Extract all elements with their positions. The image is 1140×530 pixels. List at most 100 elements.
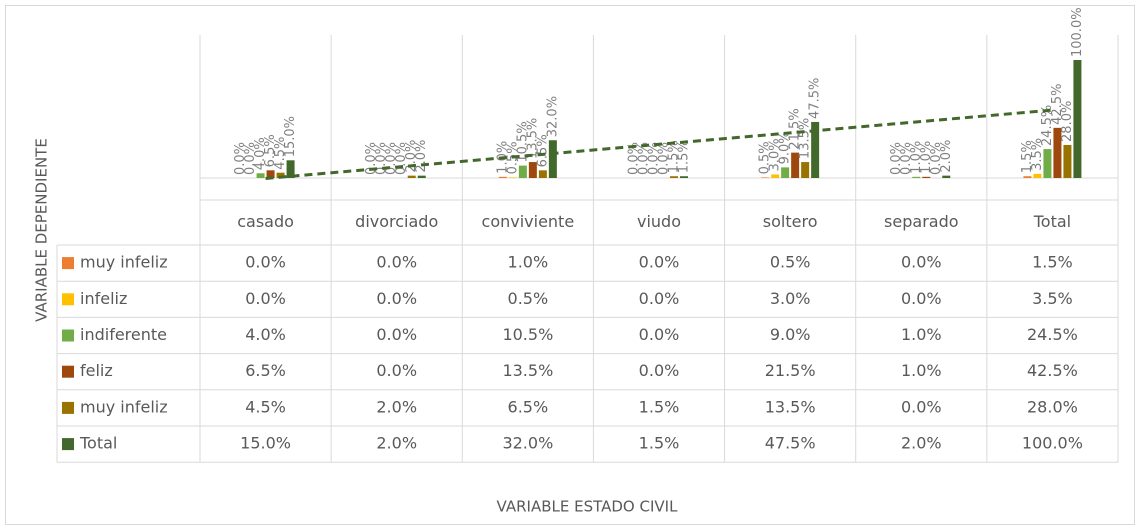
table-cell: 0.0% bbox=[639, 253, 680, 272]
table-cell: 1.0% bbox=[901, 361, 942, 380]
bar bbox=[1063, 144, 1072, 178]
data-label: 1.5% bbox=[1020, 140, 1035, 173]
legend-key bbox=[62, 329, 74, 342]
trendline bbox=[265, 108, 1053, 180]
table-cell: 0.0% bbox=[901, 397, 942, 416]
data-label: 21.5% bbox=[788, 108, 803, 149]
data-label: 1.0% bbox=[909, 141, 924, 174]
table-cell: 28.0% bbox=[1027, 397, 1078, 416]
data-label: 15.0% bbox=[283, 116, 298, 157]
data-label: 4.0% bbox=[253, 137, 268, 170]
legend-label: Total bbox=[79, 434, 117, 453]
data-label: 0.0% bbox=[364, 142, 379, 175]
legend-label: infeliz bbox=[80, 289, 127, 308]
data-label: 42.5% bbox=[1050, 84, 1065, 125]
bar bbox=[670, 176, 678, 178]
legend-label: muy infeliz bbox=[80, 397, 168, 416]
bar bbox=[266, 170, 275, 178]
data-label: 6.5% bbox=[263, 134, 278, 167]
legend-key bbox=[62, 365, 74, 378]
data-label: 0.0% bbox=[929, 142, 944, 175]
x-tick-label: soltero bbox=[763, 212, 818, 231]
data-label: 9.0% bbox=[778, 131, 793, 164]
bar bbox=[407, 175, 416, 178]
table-cell: 0.0% bbox=[376, 325, 417, 344]
legend-label: muy infeliz bbox=[80, 253, 168, 272]
data-label: 0.0% bbox=[637, 142, 652, 175]
table-cell: 4.0% bbox=[245, 325, 286, 344]
table-cell: 13.5% bbox=[502, 361, 553, 380]
bar bbox=[680, 176, 688, 178]
table-cell: 0.0% bbox=[639, 325, 680, 344]
x-tick-label: Total bbox=[1033, 212, 1071, 231]
legend-key bbox=[62, 293, 74, 306]
table-cell: 10.5% bbox=[502, 325, 553, 344]
bar bbox=[528, 162, 537, 178]
legend-key bbox=[62, 257, 74, 270]
data-label: 0.0% bbox=[899, 142, 914, 175]
data-label: 13.5% bbox=[798, 118, 813, 159]
data-label: 0.0% bbox=[647, 142, 662, 175]
data-label: 47.5% bbox=[808, 78, 823, 119]
bar bbox=[276, 172, 285, 178]
data-label: 1.0% bbox=[919, 141, 934, 174]
bar bbox=[771, 174, 780, 178]
table-cell: 0.0% bbox=[901, 289, 942, 308]
x-tick-label: separado bbox=[884, 212, 958, 231]
bar bbox=[1023, 176, 1032, 178]
data-label: 2.0% bbox=[414, 140, 429, 173]
bar bbox=[538, 170, 547, 178]
table-cell: 42.5% bbox=[1027, 361, 1078, 380]
table-cell: 0.0% bbox=[639, 289, 680, 308]
table-cell: 0.0% bbox=[245, 253, 286, 272]
bar bbox=[518, 165, 527, 178]
bar bbox=[1033, 173, 1042, 178]
bar bbox=[811, 121, 820, 178]
data-label: 0.5% bbox=[758, 141, 773, 174]
table-cell: 6.5% bbox=[245, 361, 286, 380]
data-label: 24.5% bbox=[1040, 105, 1055, 146]
data-label: 32.0% bbox=[545, 96, 560, 137]
data-label: 1.5% bbox=[677, 140, 692, 173]
table-cell: 100.0% bbox=[1022, 434, 1083, 453]
table-cell: 0.0% bbox=[901, 253, 942, 272]
table-cell: 1.5% bbox=[639, 397, 680, 416]
bar bbox=[1073, 60, 1082, 178]
data-label: 13.5% bbox=[525, 118, 540, 159]
table-cell: 1.0% bbox=[508, 253, 549, 272]
table-cell: 15.0% bbox=[240, 434, 291, 453]
bar bbox=[1043, 149, 1052, 178]
bar bbox=[761, 177, 770, 178]
table-cell: 2.0% bbox=[376, 434, 417, 453]
data-label: 0.0% bbox=[627, 142, 642, 175]
table-cell: 32.0% bbox=[502, 434, 553, 453]
table-cell: 0.0% bbox=[639, 361, 680, 380]
table-cell: 0.0% bbox=[376, 361, 417, 380]
data-label: 0.0% bbox=[889, 142, 904, 175]
data-label: 10.5% bbox=[515, 121, 530, 162]
data-label: 4.5% bbox=[273, 137, 288, 170]
table-cell: 6.5% bbox=[508, 397, 549, 416]
bar bbox=[548, 140, 557, 178]
bar bbox=[256, 173, 265, 178]
table-cell: 47.5% bbox=[765, 434, 816, 453]
data-label: 100.0% bbox=[1070, 7, 1085, 57]
bar bbox=[1053, 127, 1062, 178]
data-label: 28.0% bbox=[1060, 101, 1075, 142]
table-cell: 3.0% bbox=[770, 289, 811, 308]
table-cell: 21.5% bbox=[765, 361, 816, 380]
x-tick-label: conviviente bbox=[482, 212, 575, 231]
bar bbox=[781, 167, 790, 178]
data-label: 3.5% bbox=[1030, 138, 1045, 171]
table-cell: 3.5% bbox=[1032, 289, 1073, 308]
table-cell: 2.0% bbox=[376, 397, 417, 416]
data-label: 0.0% bbox=[657, 142, 672, 175]
table-cell: 2.0% bbox=[901, 434, 942, 453]
bar bbox=[791, 152, 800, 178]
table-cell: 0.5% bbox=[770, 253, 811, 272]
table-cell: 0.0% bbox=[376, 289, 417, 308]
table-cell: 0.0% bbox=[245, 289, 286, 308]
table-cell: 1.0% bbox=[901, 325, 942, 344]
chart-border bbox=[5, 5, 1135, 525]
